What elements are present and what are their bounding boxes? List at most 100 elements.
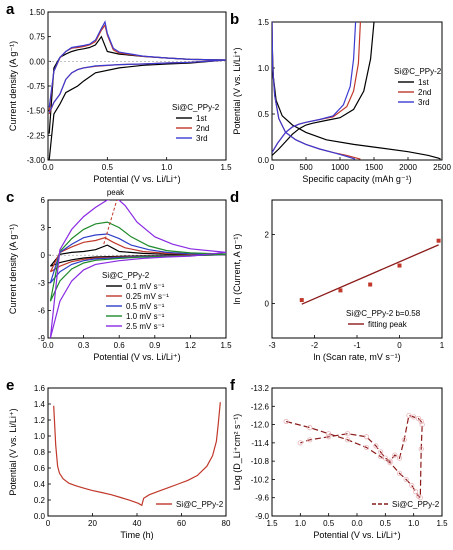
x-tick-label: 0 <box>270 163 275 172</box>
panel-letter: f <box>230 377 236 394</box>
data-point <box>299 298 304 303</box>
data-point <box>344 431 351 437</box>
series-line-2 <box>48 23 226 115</box>
panel-letter: d <box>230 189 239 206</box>
y-tick-label: 0.0 <box>258 156 270 165</box>
series-line-1 <box>53 402 221 507</box>
y-tick-label: -3 <box>38 279 46 288</box>
y-tick-label: 0.6 <box>34 464 46 473</box>
fit-line <box>301 244 439 305</box>
y-tick-label: 0 <box>41 251 46 260</box>
panel-a: a 0.0 0.5 1.0 1.5 -3.00 -2.25 -1.50 -0.75 0.00 0.7… <box>6 1 232 184</box>
legend-title: Si@C_PPy-2 <box>102 271 150 280</box>
y-tick-label: -3.00 <box>27 156 46 165</box>
x-tick-label: 0.0 <box>42 341 54 350</box>
y-axis-label: Log (D_Li⁺cm² s⁻¹) <box>232 414 242 491</box>
y-tick-label: 1.4 <box>34 400 46 409</box>
x-tick-label: 40 <box>133 519 142 528</box>
plot-frame <box>47 199 227 339</box>
y-tick-label: 0 <box>265 300 270 309</box>
y-tick-label: -10.2 <box>251 475 270 484</box>
plot-area <box>53 402 221 507</box>
plot-area <box>272 22 441 160</box>
x-tick-label: 1.0 <box>161 163 173 172</box>
y-tick-label: 1.2 <box>34 416 46 425</box>
legend-entry: 2.5 mV s⁻¹ <box>126 322 165 331</box>
peak-label: peak <box>107 188 125 197</box>
y-tick-label: -12.0 <box>251 421 270 430</box>
y-tick-label: 0.2 <box>34 496 46 505</box>
x-tick-label: 0.0 <box>42 163 54 172</box>
x-axis-label: Potential (V vs. Li/Li⁺) <box>313 530 400 540</box>
legend-entry: 3rd <box>418 98 430 107</box>
x-tick-label: 80 <box>222 519 231 528</box>
panel-letter: e <box>6 377 14 394</box>
data-point <box>396 455 403 461</box>
series-line-3 <box>272 22 357 160</box>
x-tick-label: 500 <box>299 163 313 172</box>
panel-c: c 0.0 0.3 0.6 0.9 1.2 1.5 -9 -6 -3 0 3 6 Potential (V… <box>6 188 232 362</box>
panel-d: d -3 -2 -1 0 1 0 2 ln (Scan rate, mV s⁻¹) ln (Cur… <box>230 189 445 362</box>
data-point <box>307 425 313 431</box>
data-point <box>397 263 402 268</box>
legend-entry: 0.5 mV s⁻¹ <box>126 302 165 311</box>
plot-area <box>48 200 226 338</box>
legend-entry: 1st <box>418 78 429 87</box>
x-tick-label: 0.5 <box>102 163 114 172</box>
plot-area <box>283 412 425 501</box>
x-tick-label: 1.2 <box>185 341 197 350</box>
y-tick-label: -11.4 <box>251 439 269 448</box>
series-line-4 <box>49 221 226 302</box>
y-tick-label: -6 <box>38 306 46 315</box>
x-axis-label: Potential (V vs. Li/Li⁺) <box>93 352 180 362</box>
y-tick-label: 0.00 <box>29 57 45 66</box>
panel-f: f1.5 1.0 0.5 0.0 0.5 1.0 1.5-9.0-9.6-10.2-10.8… <box>230 377 448 540</box>
panel-e: e 0 20 40 60 80 0.0 0.2 0.4 0.6 0.8 1.0 1.2 1.4 1.6 Tim… <box>6 377 231 540</box>
x-tick-label: -2 <box>311 341 319 350</box>
x-tick-label: 0 <box>46 519 51 528</box>
y-tick-label: 0.4 <box>34 480 46 489</box>
x-tick-label: 2000 <box>399 163 417 172</box>
x-tick-label: 1.0 <box>408 519 420 528</box>
x-tick-label: 1.5 <box>220 163 232 172</box>
x-tick-label: 2500 <box>433 163 451 172</box>
data-point <box>363 444 370 451</box>
y-tick-label: -1.50 <box>27 107 46 116</box>
data-point <box>297 440 303 446</box>
series-line-3 <box>48 20 226 113</box>
plot-area <box>299 238 441 305</box>
legend-entry: 0.1 mV s⁻¹ <box>126 282 165 291</box>
y-tick-label: -10.8 <box>251 457 270 466</box>
y-tick-label: -9 <box>38 334 46 343</box>
y-tick-label: -0.75 <box>27 82 46 91</box>
plot-area <box>48 20 226 160</box>
y-tick-label: -9.0 <box>255 512 269 521</box>
legend-entry: 1st <box>196 114 207 123</box>
plot-frame <box>47 387 227 517</box>
legend-entry: 0.25 mV s⁻¹ <box>126 292 169 301</box>
panel-b: b 0 500 1000 1500 2000 2500 0.0 0.5 1.0 1.5 Specifi… <box>230 11 451 184</box>
panel-letter: a <box>6 1 15 18</box>
y-axis-label: Current density (A g⁻¹) <box>8 41 18 131</box>
y-tick-label: 0.8 <box>34 448 46 457</box>
y-axis-label: Potential (V vs. Li/Li⁺) <box>232 47 242 134</box>
data-point <box>387 458 393 464</box>
data-point <box>378 449 384 455</box>
x-tick-label: 1.0 <box>295 519 307 528</box>
data-point <box>412 489 419 495</box>
data-point <box>387 460 393 466</box>
data-point <box>415 415 421 422</box>
x-axis-label: Time (h) <box>120 530 153 540</box>
x-tick-label: 20 <box>88 519 97 528</box>
y-tick-label: -9.6 <box>255 494 269 503</box>
x-tick-label: 0.0 <box>351 519 363 528</box>
x-axis-label: Specific capacity (mAh g⁻¹) <box>302 174 411 184</box>
y-tick-label: 6 <box>41 196 46 205</box>
x-tick-label: 0.5 <box>323 519 335 528</box>
data-point <box>418 446 424 452</box>
x-axis-label: ln (Scan rate, mV s⁻¹) <box>313 352 400 362</box>
y-tick-label: -12.6 <box>251 402 270 411</box>
x-tick-label: 0.5 <box>380 519 392 528</box>
y-tick-label: 1.0 <box>34 432 46 441</box>
